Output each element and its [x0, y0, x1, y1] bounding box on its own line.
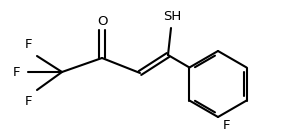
- Text: O: O: [97, 15, 107, 28]
- Text: F: F: [13, 66, 20, 79]
- Text: SH: SH: [163, 10, 181, 23]
- Text: F: F: [25, 38, 32, 51]
- Text: F: F: [223, 119, 230, 132]
- Text: F: F: [25, 95, 32, 108]
